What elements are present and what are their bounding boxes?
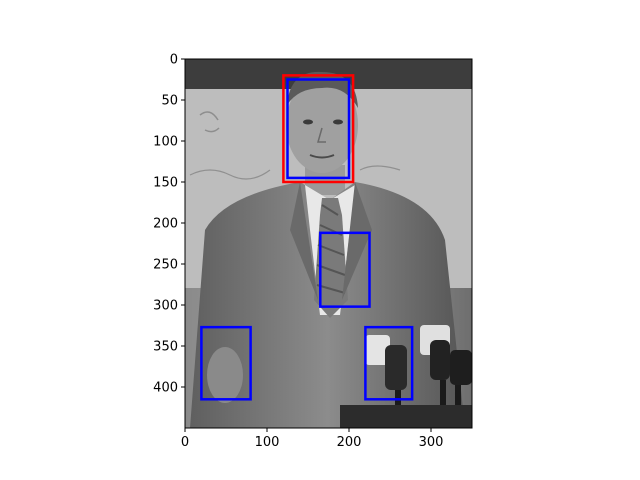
- podium: [340, 405, 472, 428]
- bounding-boxes: [200, 74, 414, 401]
- y-tick-label: 50: [161, 94, 178, 109]
- bounding-box: [282, 74, 355, 184]
- y-tick-label: 200: [153, 217, 178, 232]
- y-tick-label: 0: [170, 53, 178, 68]
- bounding-box: [319, 231, 371, 308]
- y-tick-label: 150: [153, 176, 178, 191]
- bounding-box: [200, 325, 252, 401]
- x-tick-label: 0: [181, 435, 189, 450]
- axes-frame: [184, 58, 473, 429]
- y-tick-label: 100: [153, 135, 178, 150]
- face: [286, 77, 358, 173]
- x-tick-label: 200: [337, 435, 362, 450]
- bounding-box: [286, 78, 351, 180]
- y-axis-ticks: 0 50 100 150 200 250 300 350 400: [153, 53, 185, 396]
- photo-image: [185, 59, 472, 428]
- tie: [314, 198, 348, 318]
- y-tick-label: 300: [153, 299, 178, 314]
- y-tick-label: 350: [153, 340, 178, 355]
- y-tick-label: 250: [153, 258, 178, 273]
- bounding-box: [364, 325, 414, 401]
- x-tick-label: 300: [419, 435, 444, 450]
- y-tick-label: 400: [153, 381, 178, 396]
- x-axis-ticks: 0 100 200 300: [181, 428, 444, 450]
- x-tick-label: 100: [255, 435, 280, 450]
